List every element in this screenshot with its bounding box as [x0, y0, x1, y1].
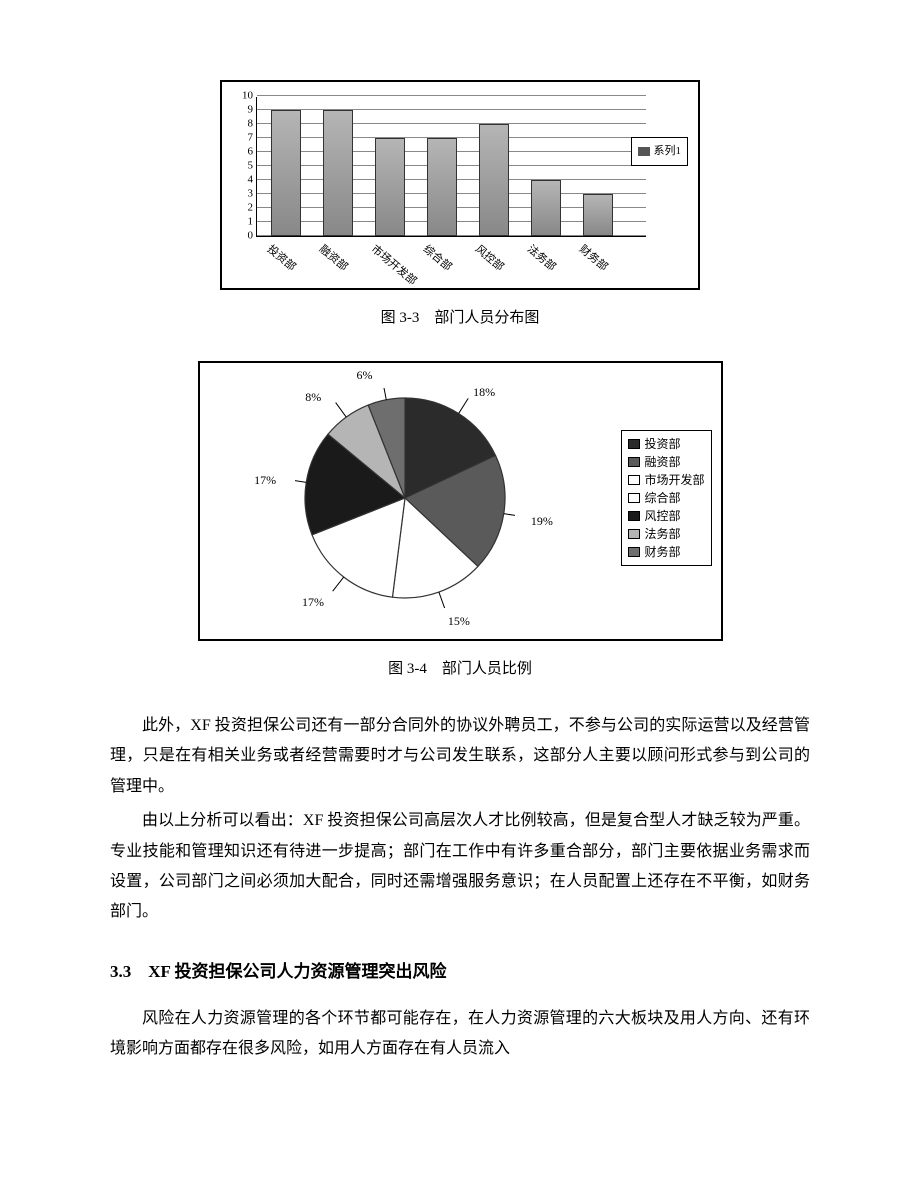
legend-swatch — [638, 147, 650, 156]
bar-chart-legend: 系列1 — [631, 137, 689, 166]
pie-legend-item: 风控部 — [628, 507, 704, 525]
legend-label: 投资部 — [644, 435, 680, 453]
pie-svg — [295, 388, 515, 608]
bar — [583, 194, 613, 236]
legend-swatch — [628, 529, 640, 539]
pie-legend-item: 财务部 — [628, 543, 704, 561]
bar-xtick: 风控部 — [470, 240, 509, 277]
bar-chart-caption: 图 3-3 部门人员分布图 — [110, 304, 810, 333]
pie-slice-label: 15% — [448, 610, 470, 633]
pie-chart-legend: 投资部融资部市场开发部综合部风控部法务部财务部 — [621, 430, 711, 566]
pie-slice-label: 18% — [473, 381, 495, 404]
pie-legend-item: 综合部 — [628, 489, 704, 507]
paragraph: 由以上分析可以看出：XF 投资担保公司高层次人才比例较高，但是复合型人才缺乏较为… — [110, 806, 810, 928]
bar-xtick: 综合部 — [418, 240, 457, 277]
pie-slice-label: 8% — [305, 386, 321, 409]
legend-label: 融资部 — [644, 453, 680, 471]
pie-slice-label: 19% — [531, 510, 553, 533]
legend-label: 市场开发部 — [644, 471, 704, 489]
bar — [479, 124, 509, 236]
bar — [531, 180, 561, 236]
bar — [323, 110, 353, 236]
pie-legend-item: 法务部 — [628, 525, 704, 543]
pie-chart-caption: 图 3-4 部门人员比例 — [110, 655, 810, 684]
bar-chart-plot: 012345678910投资部融资部市场开发部综合部风控部法务部财务部 — [256, 97, 646, 237]
pie-legend-item: 投资部 — [628, 435, 704, 453]
legend-label: 系列1 — [654, 141, 682, 162]
bar-chart-figure: 012345678910投资部融资部市场开发部综合部风控部法务部财务部 系列1 — [220, 80, 700, 290]
bar-ytick: 10 — [242, 86, 257, 107]
bar-xtick: 市场开发部 — [366, 240, 422, 291]
legend-label: 风控部 — [644, 507, 680, 525]
legend-label: 综合部 — [644, 489, 680, 507]
pie-slice-label: 6% — [357, 364, 373, 387]
bar-xtick: 财务部 — [574, 240, 613, 277]
legend-swatch — [628, 439, 640, 449]
pie-slice-label: 17% — [254, 469, 276, 492]
bar — [375, 138, 405, 236]
paragraph: 风险在人力资源管理的各个环节都可能存在，在人力资源管理的六大板块及用人方向、还有… — [110, 1004, 810, 1065]
legend-swatch — [628, 511, 640, 521]
pie-chart-figure: 投资部融资部市场开发部综合部风控部法务部财务部 18% 19% 15% 17% 17% 8… — [198, 361, 723, 641]
bar — [271, 110, 301, 236]
legend-swatch — [628, 475, 640, 485]
bar-xtick: 法务部 — [522, 240, 561, 277]
legend-swatch — [628, 493, 640, 503]
legend-label: 法务部 — [644, 525, 680, 543]
legend-label: 财务部 — [644, 543, 680, 561]
pie-slice-label: 17% — [302, 591, 324, 614]
legend-swatch — [628, 457, 640, 467]
pie-legend-item: 融资部 — [628, 453, 704, 471]
bar-xtick: 投资部 — [262, 240, 301, 277]
section-heading: 3.3 XF 投资担保公司人力资源管理突出风险 — [110, 956, 810, 988]
bar — [427, 138, 457, 236]
pie-legend-item: 市场开发部 — [628, 471, 704, 489]
paragraph: 此外，XF 投资担保公司还有一部分合同外的协议外聘员工，不参与公司的实际运营以及… — [110, 711, 810, 802]
legend-swatch — [628, 547, 640, 557]
bar-xtick: 融资部 — [314, 240, 353, 277]
pie-chart-plot: 投资部融资部市场开发部综合部风控部法务部财务部 18%19%15%17%17%8… — [215, 378, 706, 624]
